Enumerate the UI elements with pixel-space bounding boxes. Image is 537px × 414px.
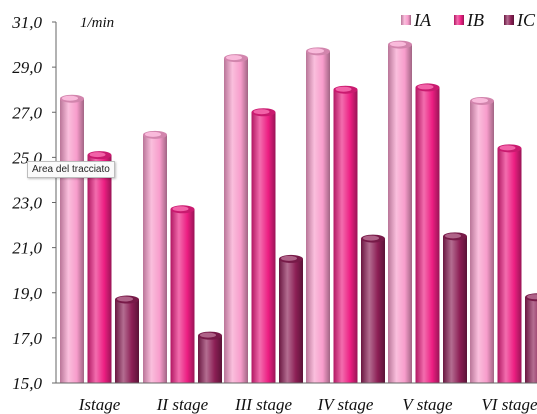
legend-item-IA: IA: [401, 10, 432, 30]
x-tick-label: II stage: [156, 395, 209, 414]
bar-body: [224, 58, 248, 383]
bar-cap-highlight: [472, 97, 488, 103]
x-tick-label: III stage: [234, 395, 293, 414]
bar-cap-highlight: [172, 206, 189, 212]
y-tick-label: 15,0: [12, 374, 42, 393]
bar-body: [170, 209, 195, 383]
bar-cap-highlight: [253, 109, 270, 115]
legend-label: IB: [466, 10, 484, 30]
bar-cap-highlight: [499, 145, 516, 151]
bar-cap-highlight: [145, 131, 161, 137]
bar-body: [306, 51, 330, 384]
bar-IA-3[interactable]: [306, 47, 330, 384]
y-tick-label: 31,0: [11, 13, 42, 32]
y-axis-unit-label: 1/min: [80, 15, 114, 31]
bar-IC-2[interactable]: [279, 254, 303, 383]
bar-body: [198, 335, 222, 383]
bar-body: [143, 134, 167, 383]
bar-IB-1[interactable]: [170, 205, 195, 383]
bar-cap-highlight: [527, 294, 537, 300]
bar-IA-5[interactable]: [470, 96, 494, 383]
bar-body: [60, 98, 84, 384]
bar-body: [443, 236, 467, 383]
bar-body: [525, 297, 537, 383]
bar-IC-3[interactable]: [361, 234, 385, 383]
bar-body: [87, 155, 112, 383]
y-tick-label: 19,0: [12, 284, 42, 303]
x-tick-label: Istage: [78, 395, 121, 414]
bar-body: [415, 87, 440, 384]
bar-IB-0[interactable]: [87, 151, 112, 383]
y-tick-label: 23,0: [12, 194, 42, 213]
bar-cap-highlight: [89, 152, 106, 158]
bar-IB-2[interactable]: [251, 108, 276, 383]
bar-body: [115, 299, 139, 383]
bar-body: [279, 258, 303, 383]
bar-body: [470, 100, 494, 383]
legend-swatch: [504, 15, 514, 25]
bar-cap-highlight: [417, 84, 434, 90]
bar-IA-2[interactable]: [224, 54, 248, 383]
bar-IA-4[interactable]: [388, 40, 412, 383]
x-tick-label: VI stage: [481, 395, 537, 414]
bars-group: [60, 40, 537, 384]
bar-cap-highlight: [117, 296, 133, 302]
legend-label: IA: [413, 10, 432, 30]
bar-cap-highlight: [200, 332, 216, 338]
bar-body: [251, 112, 276, 383]
bar-cap-highlight: [363, 235, 379, 241]
y-tick-label: 27,0: [12, 103, 42, 122]
y-axis-ticks: 15,017,019,021,023,025,027,029,031,0: [11, 13, 56, 393]
legend-item-IC: IC: [504, 10, 536, 30]
bar-IC-0[interactable]: [115, 295, 139, 383]
bar-cap-highlight: [335, 86, 352, 92]
bar-cap-highlight: [62, 95, 78, 101]
bar-cap-highlight: [308, 48, 324, 54]
bar-IC-1[interactable]: [198, 331, 222, 383]
y-tick-label: 21,0: [12, 239, 42, 258]
bar-IB-4[interactable]: [415, 83, 440, 384]
bar-body: [361, 238, 385, 383]
y-tick-label: 17,0: [12, 329, 42, 348]
bar-cap-highlight: [445, 233, 461, 239]
bar-cap-highlight: [226, 55, 242, 61]
bar-IB-5[interactable]: [497, 144, 522, 383]
y-tick-label: 29,0: [12, 58, 42, 77]
bar-cap-highlight: [281, 255, 297, 261]
bar-IC-4[interactable]: [443, 232, 467, 383]
legend: IA IB IC: [401, 10, 536, 30]
bar-body: [388, 44, 412, 383]
bar-IB-3[interactable]: [333, 85, 358, 383]
x-tick-label: IV stage: [317, 395, 374, 414]
bar-IA-1[interactable]: [143, 130, 167, 383]
x-tick-label: V stage: [402, 395, 453, 414]
legend-item-IB: IB: [454, 10, 484, 30]
bar-body: [497, 148, 522, 383]
bar-IC-5[interactable]: [525, 293, 537, 383]
bar-IA-0[interactable]: [60, 94, 84, 384]
bar-body: [333, 89, 358, 383]
legend-swatch: [454, 15, 464, 25]
legend-label: IC: [516, 10, 536, 30]
x-axis-labels: Istage II stage III stage IV stage V stage VI…: [78, 395, 537, 414]
tooltip: Area del tracciato: [27, 161, 115, 178]
legend-swatch: [401, 15, 411, 25]
bar-cap-highlight: [390, 41, 406, 47]
